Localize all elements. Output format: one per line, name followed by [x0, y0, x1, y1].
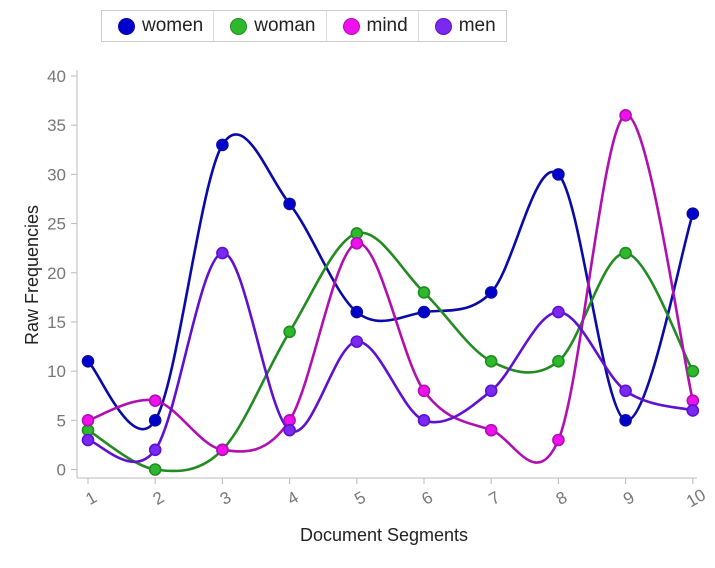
legend-item-woman[interactable]: woman: [214, 11, 327, 41]
axes: 0 5 10 15 20 25 30 35 40 1 2 3 4 5 6 7 8 9 10 Document Segm…: [22, 67, 709, 545]
data-point-men[interactable]: [686, 404, 700, 417]
y-tick-label: 0: [57, 461, 66, 480]
data-point-mind[interactable]: [350, 236, 364, 250]
x-tick-label: 4: [284, 488, 302, 509]
x-tick-label: 9: [620, 488, 638, 509]
series-line-mind: [87, 114, 695, 464]
series-line-women: [87, 133, 695, 431]
data-point-men[interactable]: [350, 335, 364, 348]
data-point-men[interactable]: [81, 433, 95, 447]
legend-label: women: [142, 15, 204, 36]
data-point-mind[interactable]: [619, 109, 632, 122]
y-tick-label: 40: [47, 67, 66, 86]
data-point-women[interactable]: [417, 305, 431, 319]
data-point-women[interactable]: [552, 168, 565, 181]
y-axis-title: Raw Frequencies: [22, 205, 42, 345]
data-point-men[interactable]: [417, 414, 431, 427]
y-tick-label: 5: [57, 411, 66, 430]
x-axis-title: Document Segments: [300, 525, 468, 545]
series-lines: [87, 114, 695, 473]
data-point-women[interactable]: [283, 197, 296, 211]
data-point-mind[interactable]: [216, 443, 229, 457]
data-point-women[interactable]: [148, 414, 162, 427]
legend-item-mind[interactable]: mind: [327, 11, 419, 41]
x-tick-label: 7: [486, 488, 504, 509]
data-point-woman[interactable]: [417, 286, 431, 299]
data-point-men[interactable]: [619, 384, 632, 398]
legend: women woman mind men: [101, 10, 507, 42]
data-point-mind[interactable]: [552, 433, 565, 447]
data-point-women[interactable]: [350, 305, 364, 319]
legend-swatch: [342, 17, 360, 35]
x-tick-label: 1: [82, 488, 100, 509]
data-point-woman[interactable]: [686, 364, 700, 378]
x-tick-label: 6: [418, 488, 436, 509]
legend-swatch: [434, 17, 452, 35]
x-tick-label: 3: [217, 488, 235, 509]
series-points: [81, 109, 700, 476]
y-tick-label: 15: [47, 313, 66, 332]
data-point-men[interactable]: [216, 246, 229, 260]
legend-item-women[interactable]: women: [102, 11, 215, 41]
data-point-women[interactable]: [81, 354, 95, 368]
y-tick-label: 20: [47, 264, 66, 283]
data-point-mind[interactable]: [81, 414, 95, 427]
y-tick-label: 30: [47, 165, 66, 184]
data-point-women[interactable]: [686, 207, 700, 221]
legend-label: woman: [254, 15, 316, 36]
data-point-woman[interactable]: [552, 354, 565, 368]
data-point-woman[interactable]: [484, 354, 498, 368]
data-point-woman[interactable]: [148, 463, 162, 476]
y-tick-label: 10: [47, 362, 66, 381]
data-point-men[interactable]: [148, 443, 162, 457]
legend-swatch: [230, 17, 248, 35]
data-point-men[interactable]: [484, 384, 498, 398]
data-point-mind[interactable]: [484, 423, 498, 437]
data-point-mind[interactable]: [148, 394, 162, 407]
legend-label: men: [458, 15, 496, 36]
data-point-women[interactable]: [619, 414, 632, 427]
data-point-mind[interactable]: [417, 384, 431, 398]
data-point-men[interactable]: [283, 423, 296, 437]
legend-label: mind: [366, 15, 408, 36]
series-line-woman: [87, 231, 694, 473]
data-point-woman[interactable]: [283, 325, 296, 339]
legend-swatch: [118, 17, 135, 35]
y-tick-label: 35: [47, 116, 66, 135]
x-tick-label: 5: [351, 488, 369, 509]
data-point-men[interactable]: [552, 305, 565, 319]
y-tick-label: 25: [47, 215, 66, 234]
x-tick-label: 10: [683, 485, 709, 511]
x-tick-label: 2: [150, 488, 168, 509]
data-point-women[interactable]: [216, 138, 229, 152]
data-point-women[interactable]: [484, 286, 498, 299]
data-point-woman[interactable]: [619, 246, 632, 260]
x-tick-label: 8: [553, 488, 571, 509]
legend-item-men[interactable]: men: [419, 11, 506, 41]
